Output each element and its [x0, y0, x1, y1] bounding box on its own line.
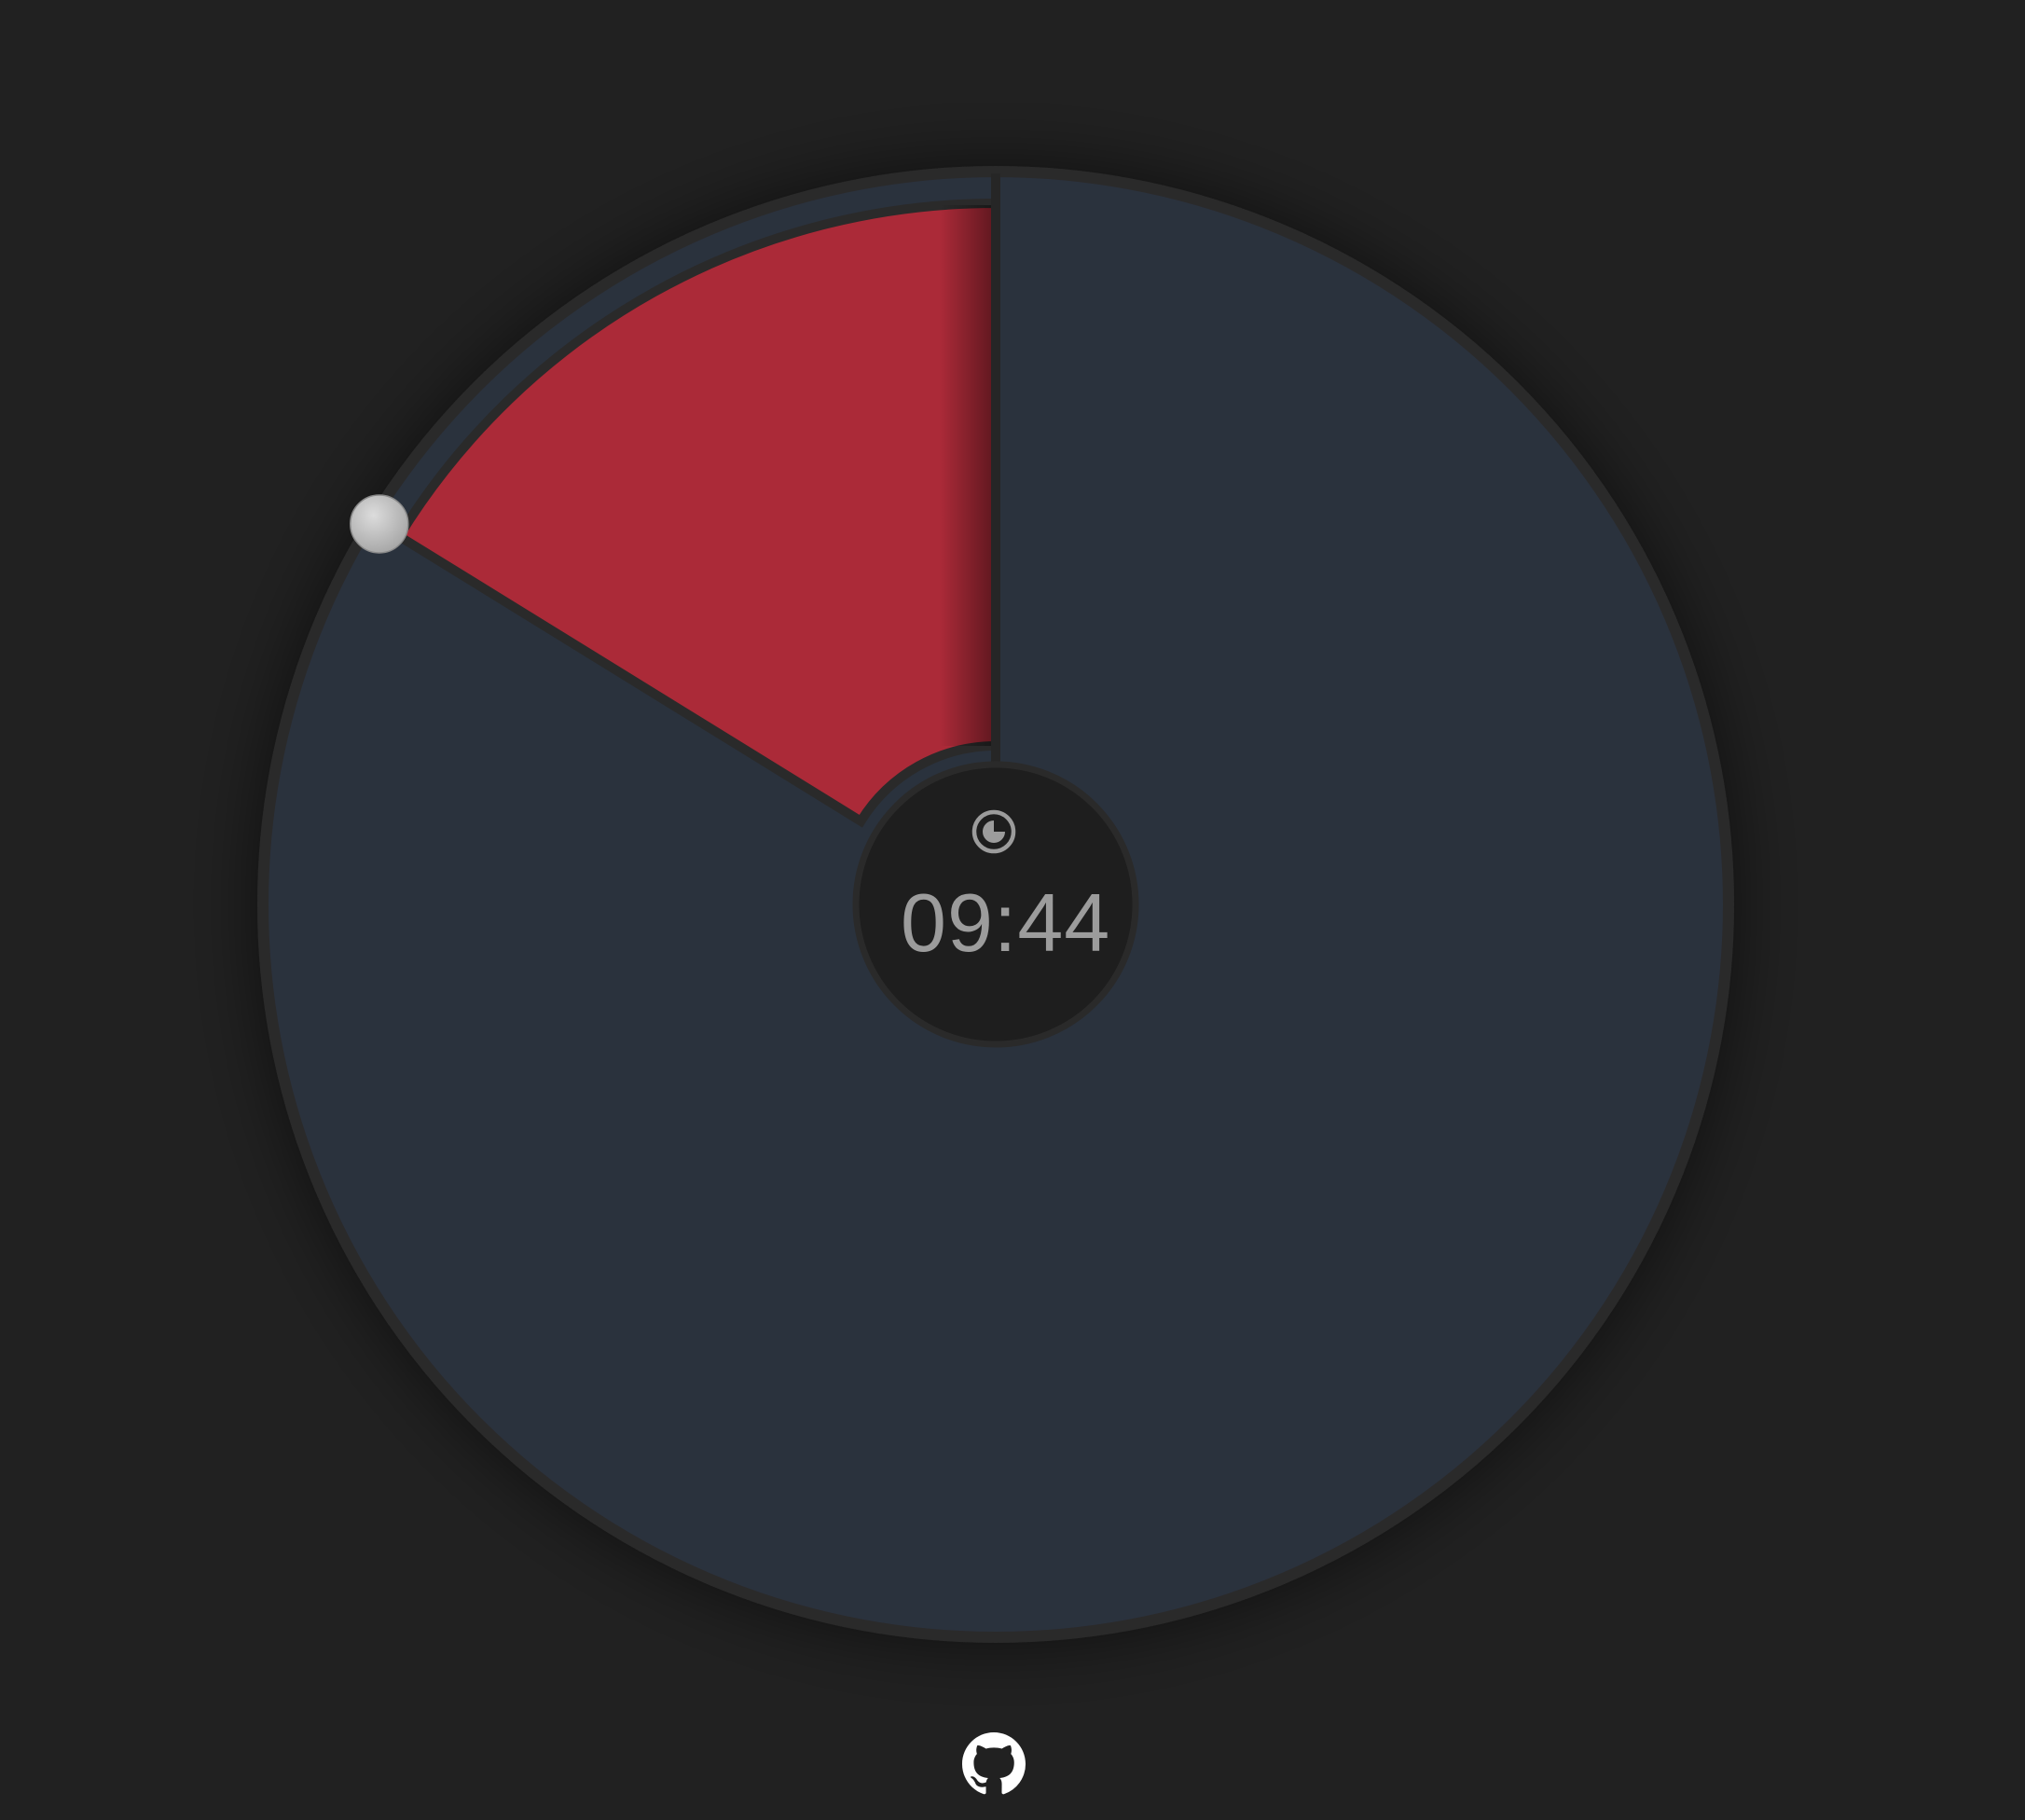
- time-display: 09:44: [901, 876, 1111, 969]
- drag-handle[interactable]: [350, 494, 409, 554]
- remaining-time-sector: [393, 198, 1000, 828]
- sector-edge-shade: [940, 205, 996, 746]
- center-hub: [852, 761, 1139, 1048]
- github-link[interactable]: [962, 1732, 1026, 1796]
- github-icon[interactable]: [962, 1732, 1026, 1796]
- clock-icon: [971, 809, 1016, 854]
